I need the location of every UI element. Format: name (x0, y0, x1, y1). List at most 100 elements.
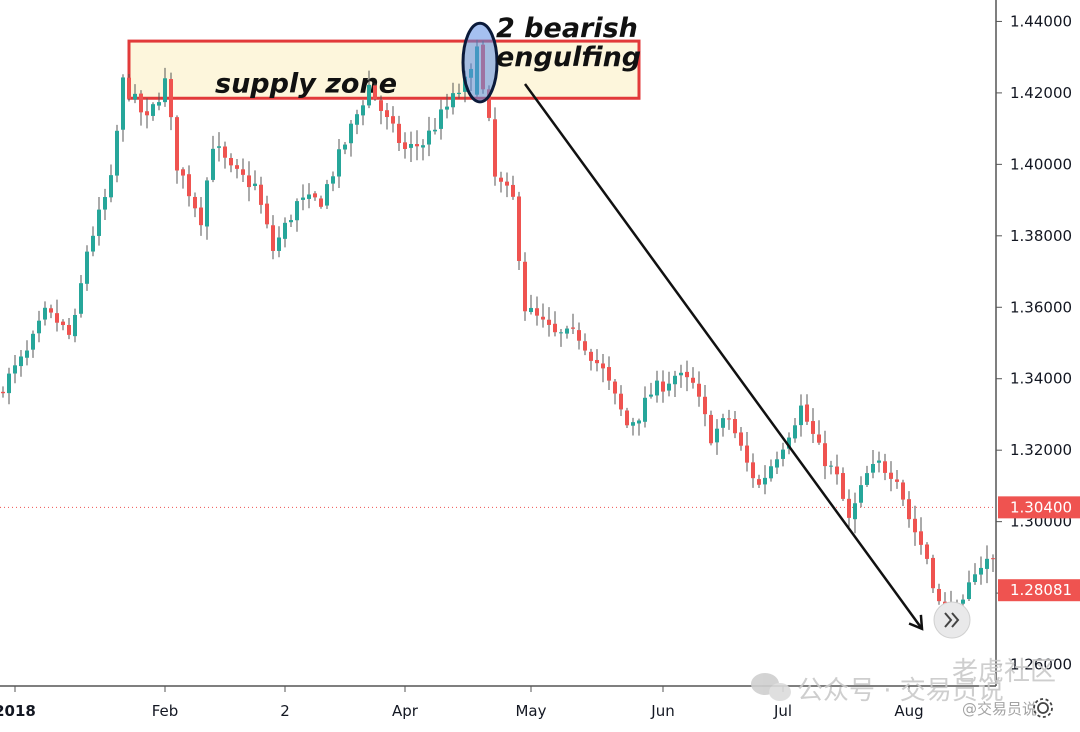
candle (61, 319, 65, 331)
candle-body (517, 196, 521, 261)
settings-button[interactable] (1033, 698, 1053, 718)
candle-body (709, 414, 713, 444)
y-tick-label: 1.38000 (1010, 227, 1072, 245)
candle-body (19, 356, 23, 367)
candle-body (985, 558, 989, 569)
candle-body (613, 381, 617, 394)
candle (973, 563, 977, 585)
candle-body (331, 176, 335, 184)
candle-body (211, 148, 215, 180)
candle-body (403, 142, 407, 149)
candle-body (829, 465, 833, 467)
candle (67, 317, 71, 340)
candle-body (715, 428, 719, 443)
candle-body (505, 181, 509, 186)
y-tick-label: 1.40000 (1010, 155, 1072, 173)
candle (721, 413, 725, 437)
candle (373, 83, 377, 101)
candle-body (241, 169, 245, 175)
candle (37, 310, 41, 343)
candle (109, 164, 113, 203)
price-badge-label: 1.30400 (1010, 498, 1072, 516)
candle (829, 460, 833, 475)
candle-body (301, 197, 305, 200)
candle (793, 418, 797, 443)
candle-body (271, 225, 275, 251)
candle (19, 350, 23, 377)
candle (859, 476, 863, 508)
candle (73, 308, 77, 343)
candle (103, 188, 107, 220)
candle (403, 132, 407, 159)
candle-body (967, 582, 971, 600)
candle (751, 453, 755, 488)
candle-body (937, 588, 941, 602)
candle (553, 311, 557, 337)
price-badge: 1.28081 (998, 579, 1080, 602)
candle-body (499, 177, 503, 182)
candle-body (577, 330, 581, 341)
candle-body (163, 78, 167, 103)
candle-body (559, 332, 563, 334)
candle-body (721, 418, 725, 428)
candle (991, 554, 995, 572)
candle (895, 469, 899, 489)
plot-area (0, 0, 996, 686)
candle (625, 407, 629, 429)
candle-body (649, 394, 653, 397)
y-tick-label: 1.42000 (1010, 84, 1072, 102)
scroll-right-button[interactable] (933, 601, 971, 639)
candle-body (361, 105, 365, 116)
candle (421, 139, 425, 161)
candle-body (991, 558, 995, 560)
candle (643, 386, 647, 428)
candle-body (817, 434, 821, 443)
candle (247, 161, 251, 202)
candle-body (295, 201, 299, 221)
candle (691, 367, 695, 389)
candle-body (523, 261, 527, 312)
x-tick-label: Aug (894, 702, 923, 720)
x-tick-label: Jun (650, 702, 674, 720)
candle (211, 135, 215, 183)
candle-body (277, 237, 281, 251)
candle (925, 542, 929, 565)
candle (637, 418, 641, 436)
candle-body (1, 391, 5, 394)
candle (709, 410, 713, 446)
trend-arrow (523, 83, 924, 631)
candle-body (601, 363, 605, 369)
candle-body (67, 324, 71, 335)
candle (505, 172, 509, 198)
candle (271, 215, 275, 260)
candle (757, 474, 761, 489)
candle-body (445, 106, 449, 110)
candle (355, 109, 359, 135)
candle (43, 301, 47, 326)
candle (697, 371, 701, 407)
candle (523, 252, 527, 321)
candle (325, 179, 329, 210)
candle-body (775, 459, 779, 468)
candle-body (139, 93, 143, 113)
candle (229, 153, 233, 173)
candle (277, 226, 281, 258)
candle-body (367, 84, 371, 106)
candle-body (859, 485, 863, 503)
candle-body (97, 209, 101, 236)
candle (91, 226, 95, 257)
candle (775, 451, 779, 475)
candle-body (349, 123, 353, 144)
candle (931, 554, 935, 593)
candle (985, 545, 989, 584)
candle-body (703, 396, 707, 415)
candle (817, 420, 821, 445)
candle (673, 370, 677, 398)
candle-body (745, 445, 749, 463)
candle-body (655, 380, 659, 396)
candle-body (421, 145, 425, 148)
candle (907, 491, 911, 528)
candle-body (307, 194, 311, 199)
candle-body (79, 283, 83, 314)
candle (547, 307, 551, 337)
